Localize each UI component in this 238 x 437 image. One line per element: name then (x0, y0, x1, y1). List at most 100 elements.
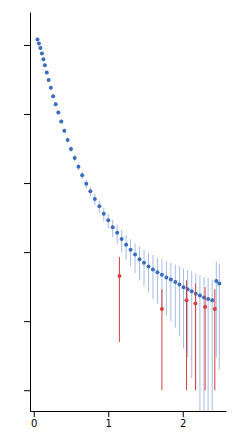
point (182, 285, 186, 289)
error-bar (191, 271, 192, 378)
point (93, 197, 97, 201)
x-tick-mark (34, 411, 35, 417)
x-tick-label: 1 (106, 418, 112, 429)
error-bar (157, 257, 158, 303)
point (142, 261, 146, 265)
point (155, 270, 159, 274)
point (138, 257, 142, 261)
point (124, 243, 128, 247)
error-bar (205, 287, 206, 390)
chart: 0 1 2 (0, 0, 238, 437)
y-axis (24, 13, 31, 412)
point (213, 307, 217, 311)
error-bar (170, 263, 171, 321)
y-tick (24, 321, 30, 322)
point (62, 129, 66, 133)
point (37, 41, 41, 45)
point (146, 264, 150, 268)
error-bar (161, 289, 162, 390)
point (160, 273, 164, 277)
point (151, 267, 155, 271)
series (117, 257, 216, 390)
error-bar (121, 230, 122, 252)
error-bar (152, 255, 153, 299)
point (80, 173, 84, 177)
y-tick-mark (24, 45, 30, 46)
point (66, 138, 70, 142)
point (120, 237, 124, 241)
point (69, 147, 73, 151)
point (193, 302, 197, 306)
point (102, 212, 106, 216)
y-tick-mark (24, 252, 30, 253)
x-tick-label: 2 (180, 418, 186, 429)
point (173, 280, 177, 284)
x-tick: 0 (31, 411, 37, 429)
point (169, 278, 173, 282)
error-bar (186, 280, 187, 390)
y-tick (24, 390, 30, 391)
plot-root: 0 1 2 (24, 13, 227, 430)
y-tick-mark (24, 321, 30, 322)
x-axis-line (31, 411, 227, 412)
error-bar (148, 253, 149, 293)
point (198, 294, 202, 298)
series (35, 37, 221, 411)
error-bar (135, 243, 136, 273)
point (117, 274, 121, 278)
x-tick: 1 (106, 411, 112, 429)
point (210, 298, 214, 302)
point (185, 298, 189, 302)
error-bar (139, 247, 140, 280)
point (56, 111, 60, 115)
point (106, 218, 110, 222)
point (203, 305, 207, 309)
point (129, 248, 133, 252)
point (38, 46, 42, 50)
point (88, 189, 92, 193)
point (54, 102, 58, 106)
y-tick (24, 45, 30, 46)
error-bar (195, 284, 196, 391)
point (43, 63, 47, 67)
y-tick (24, 183, 30, 184)
point (59, 119, 63, 123)
x-tick: 2 (180, 411, 186, 429)
point (76, 165, 80, 169)
error-bar (183, 268, 184, 348)
y-tick-mark (24, 114, 30, 115)
point (133, 253, 137, 257)
error-bar (214, 289, 215, 390)
point (190, 289, 194, 293)
error-bar (119, 257, 120, 342)
error-bar (187, 270, 188, 357)
y-tick (24, 114, 30, 115)
y-axis-line (30, 13, 31, 412)
point (111, 225, 115, 229)
point (164, 275, 168, 279)
point (177, 282, 181, 286)
y-tick (24, 252, 30, 253)
error-bar (219, 264, 220, 370)
point (41, 57, 45, 61)
point (206, 297, 210, 301)
point (217, 282, 221, 286)
point (47, 78, 51, 82)
point (35, 37, 39, 41)
error-bar (195, 273, 196, 390)
error-bar (175, 265, 176, 328)
x-tick-mark (183, 411, 184, 417)
point (45, 70, 49, 74)
point (97, 204, 101, 208)
x-tick-mark (108, 411, 109, 417)
point (115, 231, 119, 235)
x-axis: 0 1 2 (31, 411, 227, 429)
marks (35, 37, 221, 411)
error-bar (166, 261, 167, 316)
point (40, 52, 44, 56)
point (84, 182, 88, 186)
point (73, 156, 77, 160)
y-tick-mark (24, 183, 30, 184)
error-bar (126, 235, 127, 260)
point (160, 307, 164, 311)
